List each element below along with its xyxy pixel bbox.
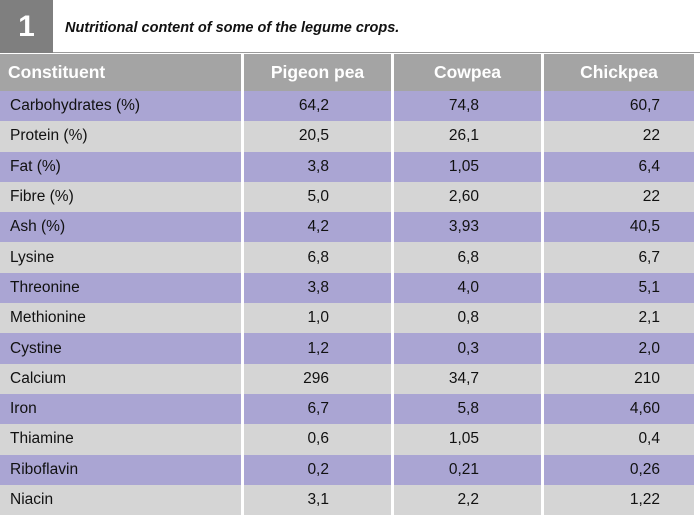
pigeon-pea-cell: 3,8 (244, 151, 391, 182)
pigeon-pea-cell: 4,2 (244, 212, 391, 243)
cowpea-cell: 26,1 (394, 121, 541, 152)
figure-caption: Nutritional content of some of the legum… (65, 20, 400, 36)
table-row: Thiamine 0,6 1,05 0,4 (0, 424, 694, 455)
constituent-cell: Niacin (0, 484, 241, 515)
chickpea-cell: 6,7 (544, 242, 694, 273)
table-row: Lysine 6,8 6,8 6,7 (0, 242, 694, 273)
pigeon-pea-cell: 3,1 (244, 484, 391, 515)
chickpea-cell: 0,4 (544, 424, 694, 455)
chickpea-cell: 60,7 (544, 91, 694, 122)
table-row: Methionine 1,0 0,8 2,1 (0, 303, 694, 334)
table-row: Niacin 3,1 2,2 1,22 (0, 484, 694, 515)
constituent-cell: Ash (%) (0, 212, 241, 243)
cowpea-cell: 1,05 (394, 424, 541, 455)
constituent-cell: Iron (0, 393, 241, 425)
column-header-cowpea: Cowpea (394, 54, 541, 91)
pigeon-pea-cell: 3,8 (244, 272, 391, 304)
chickpea-cell: 2,0 (544, 333, 694, 364)
table-row: Cystine 1,2 0,3 2,0 (0, 333, 694, 364)
chickpea-cell: 22 (544, 181, 694, 213)
pigeon-pea-cell: 1,2 (244, 333, 391, 364)
cowpea-cell: 6,8 (394, 242, 541, 273)
chickpea-cell: 5,1 (544, 272, 694, 304)
pigeon-pea-cell: 6,8 (244, 242, 391, 273)
table-row: Fat (%) 3,8 1,05 6,4 (0, 151, 694, 182)
cowpea-cell: 5,8 (394, 393, 541, 425)
constituent-cell: Protein (%) (0, 121, 241, 152)
cowpea-cell: 2,2 (394, 484, 541, 515)
constituent-cell: Cystine (0, 333, 241, 364)
pigeon-pea-cell: 20,5 (244, 121, 391, 152)
chickpea-cell: 22 (544, 121, 694, 152)
table-row: Ash (%) 4,2 3,93 40,5 (0, 212, 694, 243)
table-body: Carbohydrates (%) 64,2 74,8 60,7 Protein (%)… (0, 91, 694, 515)
constituent-cell: Carbohydrates (%) (0, 91, 241, 122)
nutrition-table: Constituent Pigeon pea Cowpea Chickpea C… (0, 54, 697, 515)
table-row: Protein (%) 20,5 26,1 22 (0, 121, 694, 152)
pigeon-pea-cell: 0,6 (244, 424, 391, 455)
cowpea-cell: 0,3 (394, 333, 541, 364)
table-row: Riboflavin 0,2 0,21 0,26 (0, 454, 694, 485)
table-header-row: Constituent Pigeon pea Cowpea Chickpea (0, 54, 694, 91)
pigeon-pea-cell: 296 (244, 363, 391, 394)
cowpea-cell: 0,8 (394, 303, 541, 334)
constituent-cell: Threonine (0, 272, 241, 304)
table-row: Iron 6,7 5,8 4,60 (0, 393, 694, 425)
constituent-cell: Fat (%) (0, 151, 241, 182)
chickpea-cell: 4,60 (544, 393, 694, 425)
chickpea-cell: 210 (544, 363, 694, 394)
pigeon-pea-cell: 0,2 (244, 454, 391, 485)
constituent-cell: Lysine (0, 242, 241, 273)
pigeon-pea-cell: 64,2 (244, 91, 391, 122)
cowpea-cell: 3,93 (394, 212, 541, 243)
cowpea-cell: 0,21 (394, 454, 541, 485)
constituent-cell: Riboflavin (0, 454, 241, 485)
column-header-pigeon-pea: Pigeon pea (244, 54, 391, 91)
cowpea-cell: 4,0 (394, 272, 541, 304)
pigeon-pea-cell: 5,0 (244, 181, 391, 213)
pigeon-pea-cell: 6,7 (244, 393, 391, 425)
figure-header: 1 Nutritional content of some of the leg… (0, 0, 700, 53)
cowpea-cell: 2,60 (394, 181, 541, 213)
constituent-cell: Thiamine (0, 424, 241, 455)
caption-divider (53, 52, 700, 53)
cowpea-cell: 1,05 (394, 151, 541, 182)
table-row: Fibre (%) 5,0 2,60 22 (0, 181, 694, 213)
figure-number: 1 (0, 0, 53, 53)
chickpea-cell: 40,5 (544, 212, 694, 243)
table-row: Calcium 296 34,7 210 (0, 363, 694, 394)
chickpea-cell: 1,22 (544, 484, 694, 515)
constituent-cell: Calcium (0, 363, 241, 394)
chickpea-cell: 2,1 (544, 303, 694, 334)
constituent-cell: Fibre (%) (0, 181, 241, 213)
cowpea-cell: 74,8 (394, 91, 541, 122)
constituent-cell: Methionine (0, 303, 241, 334)
cowpea-cell: 34,7 (394, 363, 541, 394)
column-header-chickpea: Chickpea (544, 54, 694, 91)
table-row: Threonine 3,8 4,0 5,1 (0, 272, 694, 304)
pigeon-pea-cell: 1,0 (244, 303, 391, 334)
column-header-constituent: Constituent (0, 54, 241, 91)
chickpea-cell: 0,26 (544, 454, 694, 485)
chickpea-cell: 6,4 (544, 151, 694, 182)
table-row: Carbohydrates (%) 64,2 74,8 60,7 (0, 91, 694, 122)
